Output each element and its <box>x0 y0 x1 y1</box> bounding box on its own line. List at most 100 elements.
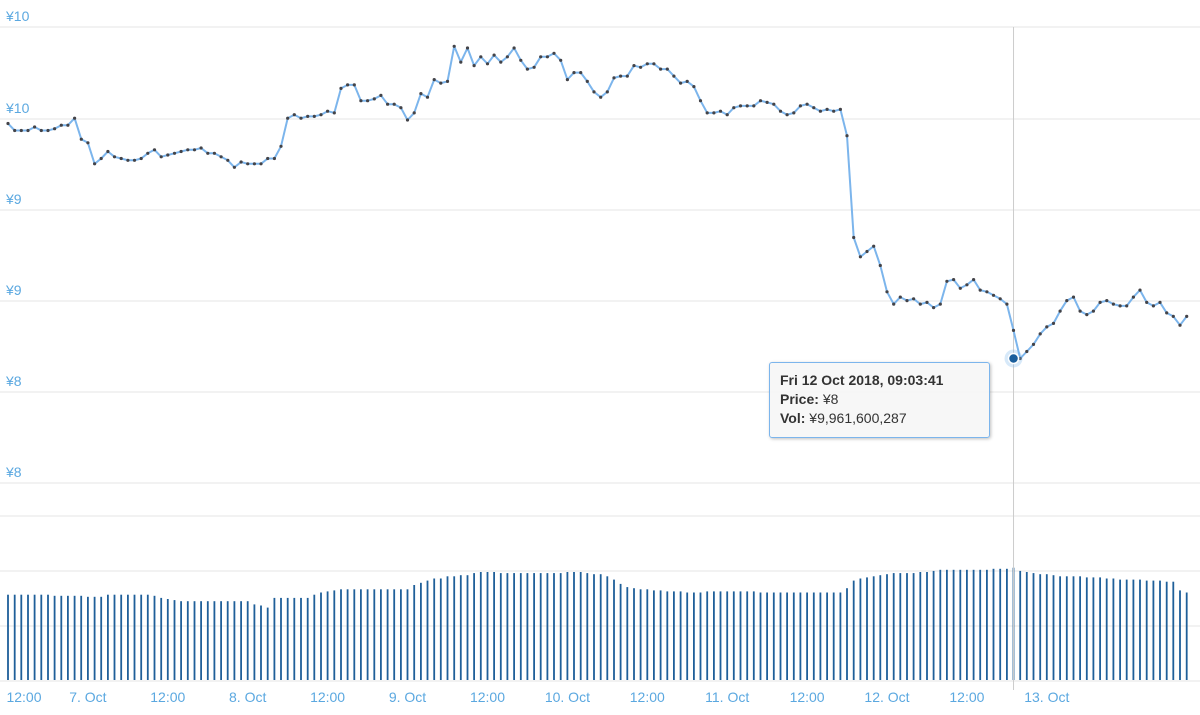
price-point[interactable] <box>938 302 942 306</box>
price-point[interactable] <box>865 249 869 254</box>
volume-bar[interactable] <box>73 595 76 680</box>
price-point[interactable] <box>212 151 216 155</box>
price-point[interactable] <box>206 151 210 155</box>
volume-bar[interactable] <box>726 591 729 680</box>
volume-bar[interactable] <box>127 594 129 680</box>
volume-bar[interactable] <box>313 594 316 680</box>
volume-bar[interactable] <box>1139 579 1141 680</box>
volume-bar[interactable] <box>1125 579 1128 680</box>
volume-bar[interactable] <box>326 591 329 680</box>
price-point[interactable] <box>66 123 70 127</box>
price-point[interactable] <box>332 111 336 115</box>
price-point[interactable] <box>552 51 556 55</box>
price-point[interactable] <box>366 99 370 103</box>
volume-bar[interactable] <box>659 590 662 680</box>
volume-bar[interactable] <box>1112 578 1115 681</box>
price-point[interactable] <box>858 255 863 259</box>
price-point[interactable] <box>945 279 949 283</box>
volume-bar[interactable] <box>1072 576 1075 680</box>
volume-bar[interactable] <box>1172 581 1175 680</box>
price-point[interactable] <box>592 90 596 94</box>
volume-bar[interactable] <box>373 589 376 680</box>
volume-bar[interactable] <box>166 599 169 680</box>
price-point[interactable] <box>39 128 43 133</box>
price-point[interactable] <box>619 74 623 78</box>
volume-bar[interactable] <box>546 573 549 680</box>
price-point[interactable] <box>26 128 30 133</box>
volume-bar[interactable] <box>433 578 436 681</box>
volume-bar[interactable] <box>173 600 176 680</box>
volume-bar[interactable] <box>40 594 43 680</box>
volume-bar[interactable] <box>939 569 942 680</box>
price-point[interactable] <box>539 55 543 59</box>
price-point[interactable] <box>86 141 90 145</box>
volume-bar[interactable] <box>1119 579 1121 680</box>
volume-bar[interactable] <box>639 589 642 680</box>
price-point[interactable] <box>112 155 117 159</box>
price-point[interactable] <box>346 83 350 87</box>
price-point[interactable] <box>925 300 929 304</box>
volume-bar[interactable] <box>260 605 262 681</box>
price-point[interactable] <box>485 62 490 66</box>
volume-bar[interactable] <box>992 568 995 680</box>
volume-bar[interactable] <box>1165 581 1168 680</box>
volume-bar[interactable] <box>33 594 36 680</box>
price-point[interactable] <box>778 109 783 113</box>
volume-bar[interactable] <box>353 589 356 680</box>
volume-bar[interactable] <box>732 591 735 680</box>
price-point[interactable] <box>991 293 996 297</box>
volume-bar[interactable] <box>979 569 982 680</box>
volume-bar[interactable] <box>606 576 609 680</box>
volume-bar[interactable] <box>1105 578 1108 681</box>
volume-bar[interactable] <box>626 587 629 680</box>
price-point[interactable] <box>732 106 736 110</box>
price-point[interactable] <box>452 44 456 48</box>
price-point[interactable] <box>559 58 563 62</box>
volume-bar[interactable] <box>499 573 502 680</box>
price-point[interactable] <box>379 93 383 97</box>
price-point[interactable] <box>705 111 709 115</box>
volume-bar[interactable] <box>153 595 156 680</box>
volume-bar[interactable] <box>666 591 669 680</box>
price-point[interactable] <box>352 83 356 87</box>
price-point[interactable] <box>758 99 763 103</box>
price-point[interactable] <box>459 60 463 64</box>
volume-bar[interactable] <box>160 597 163 680</box>
price-point[interactable] <box>572 71 576 75</box>
price-markers[interactable] <box>6 44 1189 361</box>
price-point[interactable] <box>425 95 430 99</box>
volume-bar[interactable] <box>340 589 342 680</box>
volume-bar[interactable] <box>586 573 589 680</box>
volume-bar[interactable] <box>120 594 123 680</box>
volume-bar[interactable] <box>866 577 868 680</box>
price-point[interactable] <box>326 109 330 113</box>
volume-bar[interactable] <box>812 592 815 681</box>
volume-bar[interactable] <box>266 607 269 680</box>
price-point[interactable] <box>812 106 816 110</box>
volume-bar[interactable] <box>273 597 276 680</box>
price-point[interactable] <box>279 144 283 148</box>
price-point[interactable] <box>73 116 77 120</box>
volume-bar[interactable] <box>253 604 256 680</box>
price-point[interactable] <box>1011 328 1016 332</box>
price-point[interactable] <box>259 162 263 166</box>
volume-bar[interactable] <box>246 601 249 680</box>
price-point[interactable] <box>832 109 836 113</box>
volume-bar[interactable] <box>466 575 469 680</box>
volume-bar[interactable] <box>1152 580 1155 680</box>
price-point[interactable] <box>1171 314 1175 318</box>
price-point[interactable] <box>1085 313 1089 317</box>
price-point[interactable] <box>1178 323 1182 327</box>
volume-bar[interactable] <box>1006 568 1008 680</box>
price-point[interactable] <box>505 55 509 59</box>
volume-bar[interactable] <box>473 573 475 680</box>
price-point[interactable] <box>126 158 130 162</box>
volume-bar[interactable] <box>27 594 29 680</box>
price-point[interactable] <box>825 107 829 111</box>
volume-bar[interactable] <box>566 572 569 680</box>
price-point[interactable] <box>439 81 443 85</box>
volume-bar[interactable] <box>133 594 136 680</box>
price-point[interactable] <box>1138 288 1142 292</box>
price-point[interactable] <box>479 55 483 59</box>
price-point[interactable] <box>952 278 956 282</box>
